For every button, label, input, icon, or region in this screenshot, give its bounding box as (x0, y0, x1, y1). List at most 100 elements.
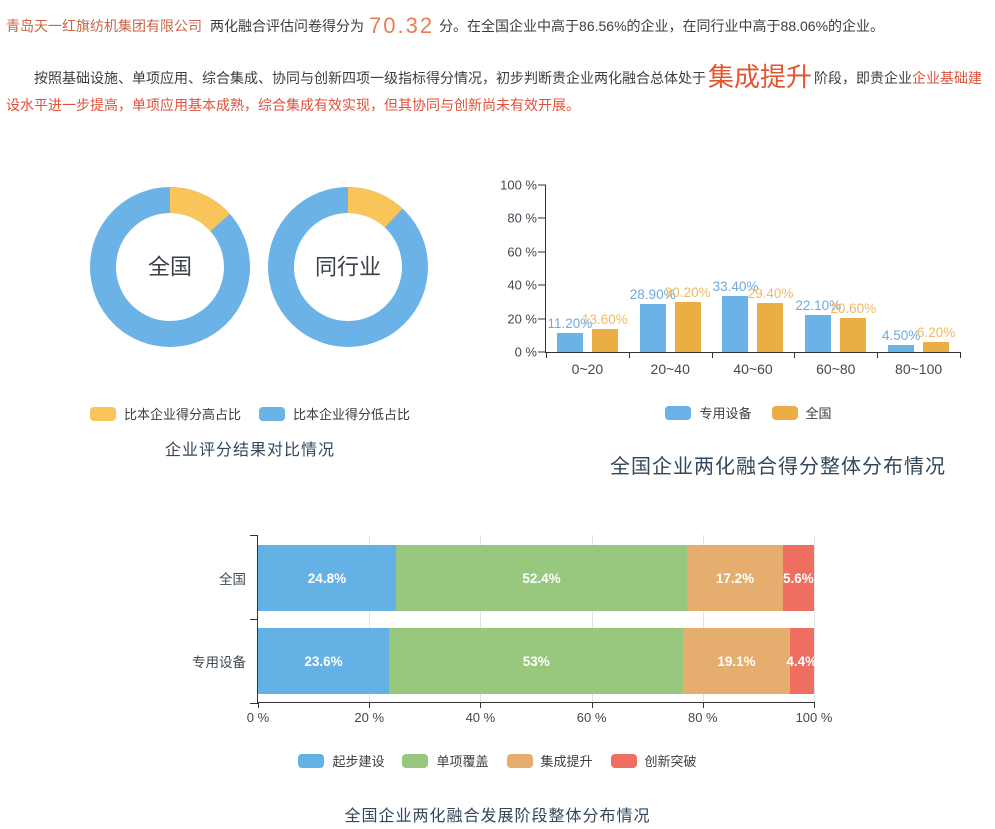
x-category-label: 80~100 (895, 361, 943, 377)
y-tick-mark (250, 703, 258, 704)
stage-suffix-text: 阶段，即贵企业 (814, 70, 913, 86)
x-tick-mark (814, 702, 815, 708)
donut-chart-全国: 全国 (90, 187, 250, 347)
y-axis-label: 100 % (500, 177, 537, 193)
bar-chart-title: 全国企业两化融合得分整体分布情况 (610, 456, 946, 478)
x-tick-mark (369, 702, 371, 708)
bar-全国-80~100: 6.20% (917, 325, 955, 352)
donut-segment-high (268, 187, 428, 347)
bar-专用设备-40~60: 33.40% (713, 279, 758, 352)
legend-item-全国: 全国 (771, 403, 832, 422)
summary-header: 青岛天一红旗纺机集团有限公司 两化融合评估问卷得分为 70.32 分。在全国企业中高于… (6, 12, 991, 119)
grid-line (369, 535, 371, 702)
segment-value-label: 52.4% (522, 570, 561, 586)
legend-swatch (89, 406, 116, 421)
segment-value-label: 17.2% (715, 570, 755, 586)
bar-group-0~20: 11.20% 13.60% (546, 185, 629, 352)
x-category-label: 0~20 (571, 361, 604, 377)
x-tick-mark (960, 352, 961, 358)
segment-value-label: 53% (522, 653, 550, 669)
segment-value-label: 4.4% (786, 653, 818, 669)
legend-item-比本企业得分高占比: 比本企业得分高占比 (89, 404, 241, 423)
stacked-chart-legend: 起步建设 单项覆盖 集成提升 创新突破 (0, 751, 995, 770)
bar-value-label: 30.20% (664, 284, 711, 300)
x-tick-mark (480, 702, 482, 708)
bar-专用设备-0~20: 11.20% (547, 316, 592, 352)
stack-row-全国: 24.8% 52.4% 17.2% 5.6% (258, 545, 814, 611)
bar-group-40~60: 33.40% 29.40% (712, 185, 795, 352)
y-tick-mark (538, 284, 546, 286)
segment-value-label: 5.6% (783, 570, 814, 586)
bar-value-label: 4.50% (881, 327, 921, 343)
legend-label: 起步建设 (332, 754, 385, 769)
segment-value-label: 19.1% (717, 653, 756, 669)
donut-segment-high (90, 187, 250, 347)
assessment-lead-text: 按照基础设施、单项应用、综合集成、协同与创新四项一级指标得分情况，初步判断贵企业… (34, 70, 706, 86)
legend-item-起步建设: 起步建设 (298, 751, 384, 770)
bar-value-label: 22.10% (795, 298, 842, 314)
company-name: 青岛天一红旗纺机集团有限公司 (6, 18, 202, 34)
y-category-label: 专用设备 (192, 655, 246, 670)
segment-value-label: 24.8% (307, 570, 347, 586)
legend-label: 创新突破 (644, 754, 697, 769)
x-tick-mark (711, 352, 713, 358)
x-tick-mark (877, 352, 879, 358)
x-tick-mark (794, 352, 796, 358)
y-category-label: 全国 (219, 572, 246, 587)
legend-swatch (610, 753, 637, 768)
x-category-label: 20~40 (650, 361, 690, 377)
bar-value-label: 29.40% (747, 285, 794, 301)
score-value: 70.32 (369, 13, 435, 38)
assessment-paragraph: 按照基础设施、单项应用、综合集成、协同与创新四项一级指标得分情况，初步判断贵企业… (6, 64, 991, 119)
y-tick-mark (538, 251, 546, 253)
bar-专用设备-60~80: 22.10% (795, 298, 841, 352)
legend-label: 全国 (805, 406, 832, 421)
bar-value-label: 13.60% (581, 312, 628, 328)
bar-group-60~80: 22.10% 20.60% (794, 185, 877, 352)
bar-全国-20~40: 30.20% (665, 285, 711, 352)
legend-item-单项覆盖: 单项覆盖 (402, 751, 489, 770)
stack-row-专用设备: 23.6% 53% 19.1% 4.4% (258, 628, 817, 694)
bar-全国-0~20: 13.60% (582, 312, 628, 352)
y-tick-mark (250, 619, 258, 620)
x-axis-label: 60 % (576, 710, 607, 725)
grid-line (702, 535, 704, 702)
segment-集成提升: 19.1% (683, 628, 790, 694)
stacked-bar-chart: 24.8% 52.4% 17.2% 5.6% 全国 23.6% 53% 19.1% 4.4% 专用… (192, 535, 832, 725)
bar-chart-legend: 专用设备 全国 (541, 403, 956, 422)
segment-创新突破: 4.4% (786, 628, 817, 694)
bar-全国-40~60: 29.40% (748, 286, 793, 352)
segment-集成提升: 17.2% (687, 545, 783, 611)
x-axis-label: 40 % (465, 710, 496, 725)
segment-起步建设: 23.6% (258, 628, 390, 694)
legend-item-创新突破: 创新突破 (610, 751, 697, 770)
stacked-chart-title: 全国企业两化融合发展阶段整体分布情况 (344, 808, 651, 825)
bar-专用设备-20~40: 28.90% (630, 287, 676, 352)
x-axis-label: 20 % (354, 710, 385, 725)
bar-专用设备-80~100: 4.50% (882, 328, 920, 352)
legend-label: 单项覆盖 (436, 754, 489, 769)
y-axis-label: 40 % (507, 277, 537, 293)
legend-swatch (665, 405, 692, 420)
donut-legend: 比本企业得分高占比 比本企业得分低占比 (85, 404, 415, 423)
bar-value-label: 28.90% (629, 286, 676, 302)
stage-name: 集成提升 (708, 62, 813, 92)
legend-item-专用设备: 专用设备 (665, 403, 752, 422)
x-axis-label: 100 % (795, 710, 833, 725)
grid-line (814, 535, 815, 702)
x-tick-mark (258, 702, 259, 708)
legend-label: 比本企业得分高占比 (123, 407, 241, 422)
y-tick-mark (538, 351, 546, 353)
y-tick-mark (538, 184, 546, 186)
segment-value-label: 23.6% (304, 653, 343, 669)
grid-line (480, 535, 482, 702)
bar-value-label: 6.20% (916, 324, 956, 340)
segment-单项覆盖: 52.4% (395, 545, 688, 611)
bar-group-20~40: 28.90% 30.20% (629, 185, 712, 352)
bar-value-label: 20.60% (830, 300, 877, 316)
stage-detail-text: 企业基础建设水平进一步提高，单项应用基本成熟，综合集成有效实现，但其协同与创新尚… (6, 70, 983, 113)
segment-起步建设: 24.8% (258, 545, 396, 611)
y-axis-label: 80 % (507, 210, 537, 226)
bar-value-label: 11.20% (547, 316, 593, 332)
x-tick-mark (591, 702, 593, 708)
